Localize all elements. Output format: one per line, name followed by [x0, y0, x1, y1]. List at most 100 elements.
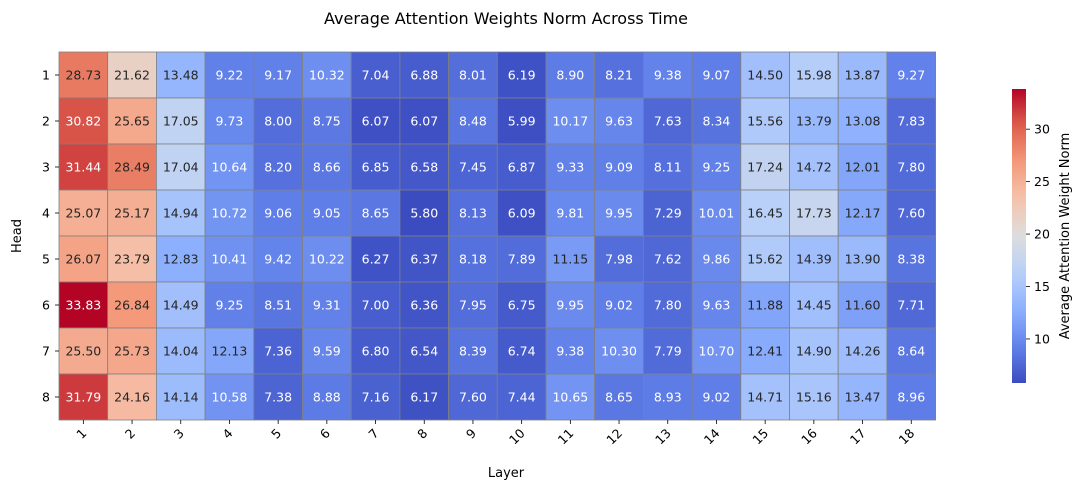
heatmap-cell: [350, 189, 401, 237]
cell-value-label: 8.75: [313, 114, 341, 129]
cell-value-label: 6.36: [410, 298, 438, 313]
cell-value-label: 7.60: [459, 390, 487, 405]
cell-value-label: 9.86: [703, 252, 731, 267]
heatmap-cell: [643, 97, 693, 145]
cell-value-label: 25.65: [114, 114, 150, 129]
heatmap-cell: [496, 189, 547, 237]
heatmap-cell: [691, 281, 742, 329]
cell-value-label: 9.31: [313, 298, 341, 313]
cell-value-label: 7.04: [362, 68, 390, 83]
cell-value-label: 10.58: [212, 390, 248, 405]
cell-value-label: 8.65: [362, 206, 390, 221]
x-tick-label: 4: [219, 425, 235, 441]
heatmap-cell: [155, 373, 206, 421]
x-tick-label: 5: [268, 426, 284, 442]
cell-value-label: 10.64: [212, 160, 248, 175]
cell-value-label: 7.98: [605, 252, 633, 267]
heatmap-cell: [594, 235, 644, 283]
x-tick-label: 8: [414, 425, 430, 441]
heatmap-cell: [837, 373, 888, 421]
heatmap-cell: [740, 281, 790, 329]
cell-value-label: 9.95: [556, 298, 584, 313]
cell-value-label: 8.48: [459, 114, 487, 129]
heatmap-cell: [643, 189, 693, 237]
cell-value-label: 8.20: [264, 160, 292, 175]
x-tick-label: 17: [847, 426, 869, 448]
cell-value-label: 8.66: [313, 160, 341, 175]
heatmap-cell: [58, 143, 109, 191]
heatmap-cell: [886, 143, 937, 191]
cell-value-label: 6.07: [362, 114, 390, 129]
colorbar-ticks: 10 15 20 25 30: [1026, 122, 1050, 346]
x-tick-label: 15: [749, 426, 771, 448]
cell-value-label: 6.74: [508, 344, 536, 359]
cell-value-label: 6.87: [508, 160, 536, 175]
heatmap-cell: [691, 189, 742, 237]
heatmap-cell: [204, 327, 255, 375]
cell-value-label: 10.65: [552, 390, 588, 405]
heatmap-cell: [496, 235, 547, 283]
heatmap-cell: [204, 97, 255, 145]
y-tick-label: 6: [42, 298, 50, 313]
cell-value-label: 11.88: [747, 298, 783, 313]
heatmap-cell: [448, 373, 498, 421]
x-tick-label: 7: [365, 426, 381, 442]
heatmap-cell: [496, 51, 547, 99]
cell-value-label: 10.72: [212, 206, 248, 221]
cell-value-label: 16.45: [747, 206, 783, 221]
heatmap-cell: [253, 281, 303, 329]
heatmap-cell: [107, 327, 157, 375]
cell-value-label: 7.71: [897, 298, 925, 313]
cell-value-label: 13.87: [845, 68, 881, 83]
chart-title: Average Attention Weights Norm Across Ti…: [324, 9, 688, 28]
heatmap-cell: [789, 373, 839, 421]
cell-value-label: 28.49: [114, 160, 150, 175]
x-tick-label: 13: [652, 426, 674, 448]
heatmap-cell: [789, 235, 839, 283]
cell-value-label: 14.45: [796, 298, 832, 313]
cell-value-label: 7.80: [654, 298, 682, 313]
cell-value-label: 14.14: [163, 390, 199, 405]
cell-value-label: 17.04: [163, 160, 199, 175]
heatmap-cell: [691, 51, 742, 99]
y-axis-label: Head: [10, 219, 25, 253]
cell-value-label: 12.41: [747, 344, 783, 359]
cell-value-label: 13.79: [796, 114, 832, 129]
heatmap-cell: [204, 373, 255, 421]
heatmap-cell: [496, 143, 547, 191]
cell-value-label: 10.22: [309, 252, 345, 267]
cell-value-label: 9.33: [556, 160, 584, 175]
cell-value-label: 8.00: [264, 114, 292, 129]
heatmap-cell: [350, 235, 401, 283]
cell-value-label: 9.38: [654, 68, 682, 83]
cell-value-label: 12.17: [845, 206, 881, 221]
cell-value-label: 26.84: [114, 298, 150, 313]
heatmap-cell: [302, 281, 352, 329]
cell-value-label: 14.72: [796, 160, 832, 175]
cell-value-label: 21.62: [114, 68, 150, 83]
cell-value-label: 6.37: [410, 252, 438, 267]
cell-value-label: 25.17: [114, 206, 150, 221]
heatmap-cell: [107, 373, 157, 421]
cell-value-label: 13.47: [845, 390, 881, 405]
cell-value-label: 6.58: [410, 160, 438, 175]
cell-value-label: 7.79: [654, 344, 682, 359]
heatmap-cell: [253, 97, 303, 145]
heatmap-cell: [594, 281, 644, 329]
y-tick-label: 2: [42, 114, 50, 129]
cell-value-label: 13.08: [845, 114, 881, 129]
cell-value-label: 7.60: [897, 206, 925, 221]
heatmap-cell: [886, 373, 937, 421]
cell-value-label: 9.17: [264, 68, 292, 83]
heatmap-cell: [302, 235, 352, 283]
cell-value-label: 9.81: [556, 206, 584, 221]
cell-value-label: 9.22: [216, 68, 244, 83]
cell-value-label: 6.19: [508, 68, 536, 83]
heatmap-cell: [886, 281, 937, 329]
cell-value-label: 8.51: [264, 298, 292, 313]
heatmap-cell: [886, 235, 937, 283]
heatmap-cell: [837, 143, 888, 191]
cell-value-label: 7.45: [459, 160, 487, 175]
cell-value-label: 8.64: [897, 344, 925, 359]
